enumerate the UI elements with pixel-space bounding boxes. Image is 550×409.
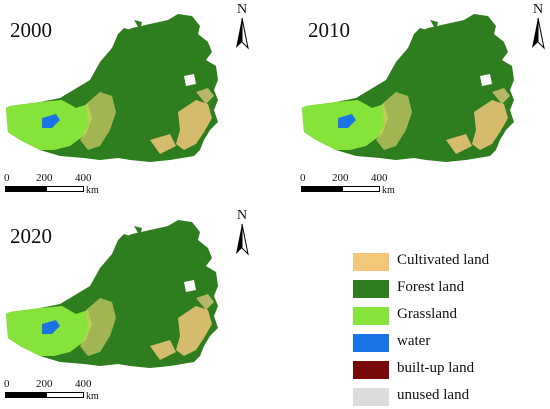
legend-swatch [353, 307, 389, 325]
north-label: N [533, 2, 544, 17]
legend-swatch [353, 280, 389, 298]
region-cultivated-east [196, 88, 214, 104]
region-cultivated-mix [80, 298, 116, 356]
region-unused [184, 74, 196, 86]
legend-item-forest: Forest land [353, 278, 543, 300]
scale-unit: km [86, 391, 99, 402]
north-arrow-icon: N [230, 208, 256, 258]
scale-segment-black [301, 186, 344, 192]
north-arrow-icon: N [526, 2, 550, 52]
panel-year: 2010 [308, 18, 350, 42]
legend-label: Forest land [397, 279, 465, 295]
region-cultivated [150, 306, 212, 360]
scale-tick: 200 [332, 172, 349, 184]
region-cultivated-east [196, 294, 214, 310]
region-cultivated [446, 100, 508, 154]
legend-label: water [397, 333, 431, 349]
legend-item-unused: unused land [353, 386, 543, 408]
map-panel-2010: 2010 N 0 200 400 km [296, 0, 550, 200]
region-water [42, 320, 60, 334]
north-arrow-icon: N [230, 2, 256, 52]
region-forest-bump [118, 226, 142, 244]
scale-tick: 400 [371, 172, 388, 184]
region-unused [184, 280, 196, 292]
scale-tick: 400 [75, 378, 92, 390]
legend-label: unused land [397, 387, 470, 403]
legend-swatch [353, 388, 389, 406]
scale-tick: 0 [300, 172, 306, 184]
map-panel-2020: 2020 N 0 200 400 km [0, 206, 270, 406]
land-use-map [6, 14, 218, 162]
region-unused [480, 74, 492, 86]
north-label: N [237, 2, 248, 17]
region-forest-bump [414, 20, 438, 38]
legend-item-cultivated: Cultivated land [353, 251, 543, 273]
scale-bar: 0 200 400 km [300, 172, 430, 202]
legend-item-water: water [353, 332, 543, 354]
map-panel-2000: 2000 N 0 200 400 km [0, 0, 270, 200]
region-water [338, 114, 356, 128]
scale-bar: 0 200 400 km [4, 172, 134, 202]
panel-year: 2020 [10, 224, 52, 248]
legend-swatch [353, 334, 389, 352]
legend-label: built-up land [397, 360, 475, 376]
legend-swatch [353, 361, 389, 379]
land-use-map [302, 14, 514, 162]
legend-label: Cultivated land [397, 252, 490, 268]
scale-segment-black [5, 186, 48, 192]
scale-segment-black [5, 392, 48, 398]
scale-segment-white [342, 186, 380, 192]
legend-item-built-up: built-up land [353, 359, 543, 381]
scale-unit: km [86, 185, 99, 196]
scale-tick: 200 [36, 172, 53, 184]
land-use-map [6, 220, 218, 368]
scale-segment-white [46, 186, 84, 192]
legend-item-grassland: Grassland [353, 305, 543, 327]
scale-bar: 0 200 400 km [4, 378, 134, 408]
region-cultivated [150, 100, 212, 154]
scale-tick: 0 [4, 378, 10, 390]
scale-unit: km [382, 185, 395, 196]
scale-tick: 400 [75, 172, 92, 184]
region-cultivated-mix [376, 92, 412, 150]
region-water [42, 114, 60, 128]
legend-swatch [353, 253, 389, 271]
scale-tick: 200 [36, 378, 53, 390]
legend-label: Grassland [397, 306, 457, 322]
scale-tick: 0 [4, 172, 10, 184]
region-forest-bump [118, 20, 142, 38]
region-cultivated-east [492, 88, 510, 104]
region-cultivated-mix [80, 92, 116, 150]
scale-segment-white [46, 392, 84, 398]
panel-year: 2000 [10, 18, 52, 42]
north-label: N [237, 208, 248, 223]
